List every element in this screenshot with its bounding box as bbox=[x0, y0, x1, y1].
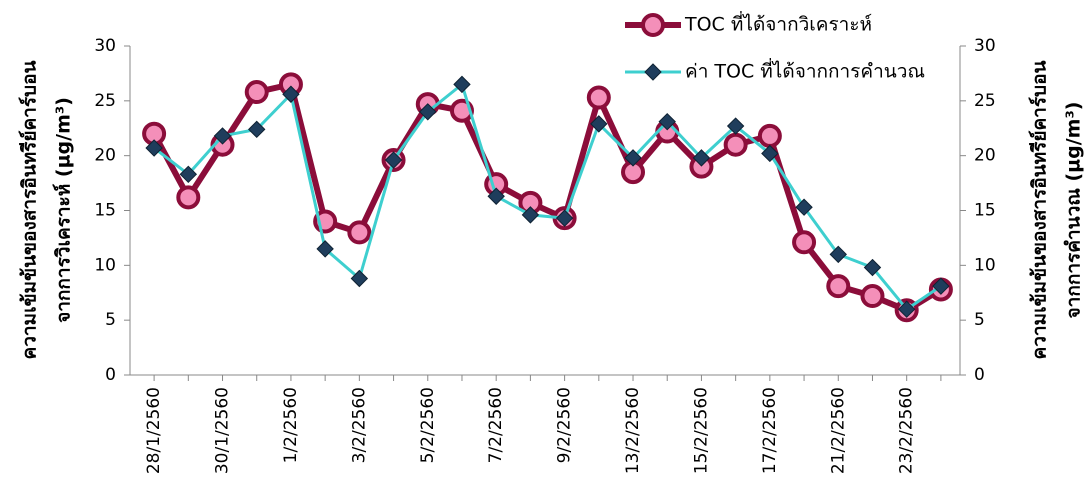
y-tick-label: 15 bbox=[94, 201, 116, 221]
marker bbox=[555, 209, 574, 227]
marker bbox=[624, 149, 642, 167]
x-tick-label: 3/2/2560 bbox=[349, 387, 369, 463]
x-tick-label: 21/2/2560 bbox=[828, 387, 848, 474]
y2-tick-label: 5 bbox=[974, 310, 985, 330]
series-line bbox=[151, 81, 943, 314]
marker bbox=[213, 127, 232, 145]
y2-tick-label: 15 bbox=[974, 201, 996, 221]
marker bbox=[795, 198, 813, 216]
marker bbox=[792, 230, 817, 255]
x-tick-label: 15/2/2560 bbox=[691, 387, 711, 474]
y-tick-label: 20 bbox=[94, 146, 116, 166]
x-tick-label: 9/2/2560 bbox=[555, 387, 575, 463]
marker bbox=[641, 13, 665, 37]
marker bbox=[723, 132, 748, 157]
legend-label: ค่า TOC ที่ได้จากการคำนวณ bbox=[685, 58, 925, 83]
marker bbox=[826, 274, 851, 299]
marker bbox=[644, 63, 662, 81]
x-tick-label: 28/1/2560 bbox=[144, 387, 164, 474]
y-tick-label: 30 bbox=[94, 36, 116, 56]
marker bbox=[521, 206, 540, 224]
y-axis-label: จากการวิเคราะห์ (µg/m³) bbox=[53, 97, 75, 323]
marker bbox=[590, 115, 608, 133]
y-tick-label: 25 bbox=[94, 91, 116, 111]
marker bbox=[487, 187, 505, 205]
marker bbox=[282, 85, 300, 103]
marker bbox=[586, 85, 611, 110]
marker bbox=[350, 269, 369, 288]
marker bbox=[384, 151, 403, 169]
marker bbox=[347, 220, 372, 245]
marker bbox=[145, 139, 163, 157]
y2-tick-label: 10 bbox=[974, 255, 996, 275]
legend-label: TOC ที่ได้จากวิเคราะห์ bbox=[684, 11, 872, 36]
x-tick-label: 1/2/2560 bbox=[281, 387, 301, 463]
y2-tick-label: 25 bbox=[974, 91, 996, 111]
marker bbox=[757, 123, 782, 148]
marker bbox=[692, 149, 711, 167]
series-line bbox=[153, 82, 942, 311]
x-tick-label: 7/2/2560 bbox=[486, 387, 506, 463]
marker bbox=[932, 277, 950, 295]
marker bbox=[453, 75, 471, 94]
marker bbox=[829, 245, 847, 264]
x-tick-label: 13/2/2560 bbox=[623, 387, 643, 474]
marker bbox=[863, 258, 882, 277]
marker bbox=[176, 185, 201, 210]
y2-tick-label: 20 bbox=[974, 146, 996, 166]
y2-axis-label: จากการคำนวณ (µg/m³) bbox=[1063, 102, 1085, 319]
marker bbox=[179, 165, 198, 184]
y2-tick-label: 0 bbox=[974, 365, 985, 385]
marker bbox=[419, 103, 437, 121]
y-tick-label: 0 bbox=[105, 365, 116, 385]
x-tick-label: 23/2/2560 bbox=[897, 387, 917, 474]
marker bbox=[897, 300, 916, 318]
marker bbox=[761, 144, 779, 163]
marker bbox=[658, 112, 676, 131]
marker bbox=[316, 240, 334, 258]
x-tick-label: 30/1/2560 bbox=[213, 387, 233, 474]
marker bbox=[860, 284, 885, 309]
y-tick-label: 5 bbox=[105, 310, 116, 330]
y-tick-label: 10 bbox=[94, 255, 116, 275]
x-tick-label: 5/2/2560 bbox=[418, 387, 438, 463]
y2-label-group: ความเข้มข้นของสารอินทรีย์คาร์บอน จากการค… bbox=[1029, 60, 1085, 359]
marker bbox=[244, 80, 269, 105]
y-axis-label: ความเข้มข้นของสารอินทรีย์คาร์บอน bbox=[19, 60, 41, 359]
marker bbox=[726, 117, 745, 135]
y2-tick-label: 30 bbox=[974, 36, 996, 56]
y-label-group: ความเข้มข้นของสารอินทรีย์คาร์บอน จากการว… bbox=[19, 60, 75, 359]
y2-axis-label: ความเข้มข้นของสารอินทรีย์คาร์บอน bbox=[1029, 60, 1051, 359]
marker bbox=[248, 120, 266, 139]
x-tick-label: 17/2/2560 bbox=[760, 387, 780, 474]
